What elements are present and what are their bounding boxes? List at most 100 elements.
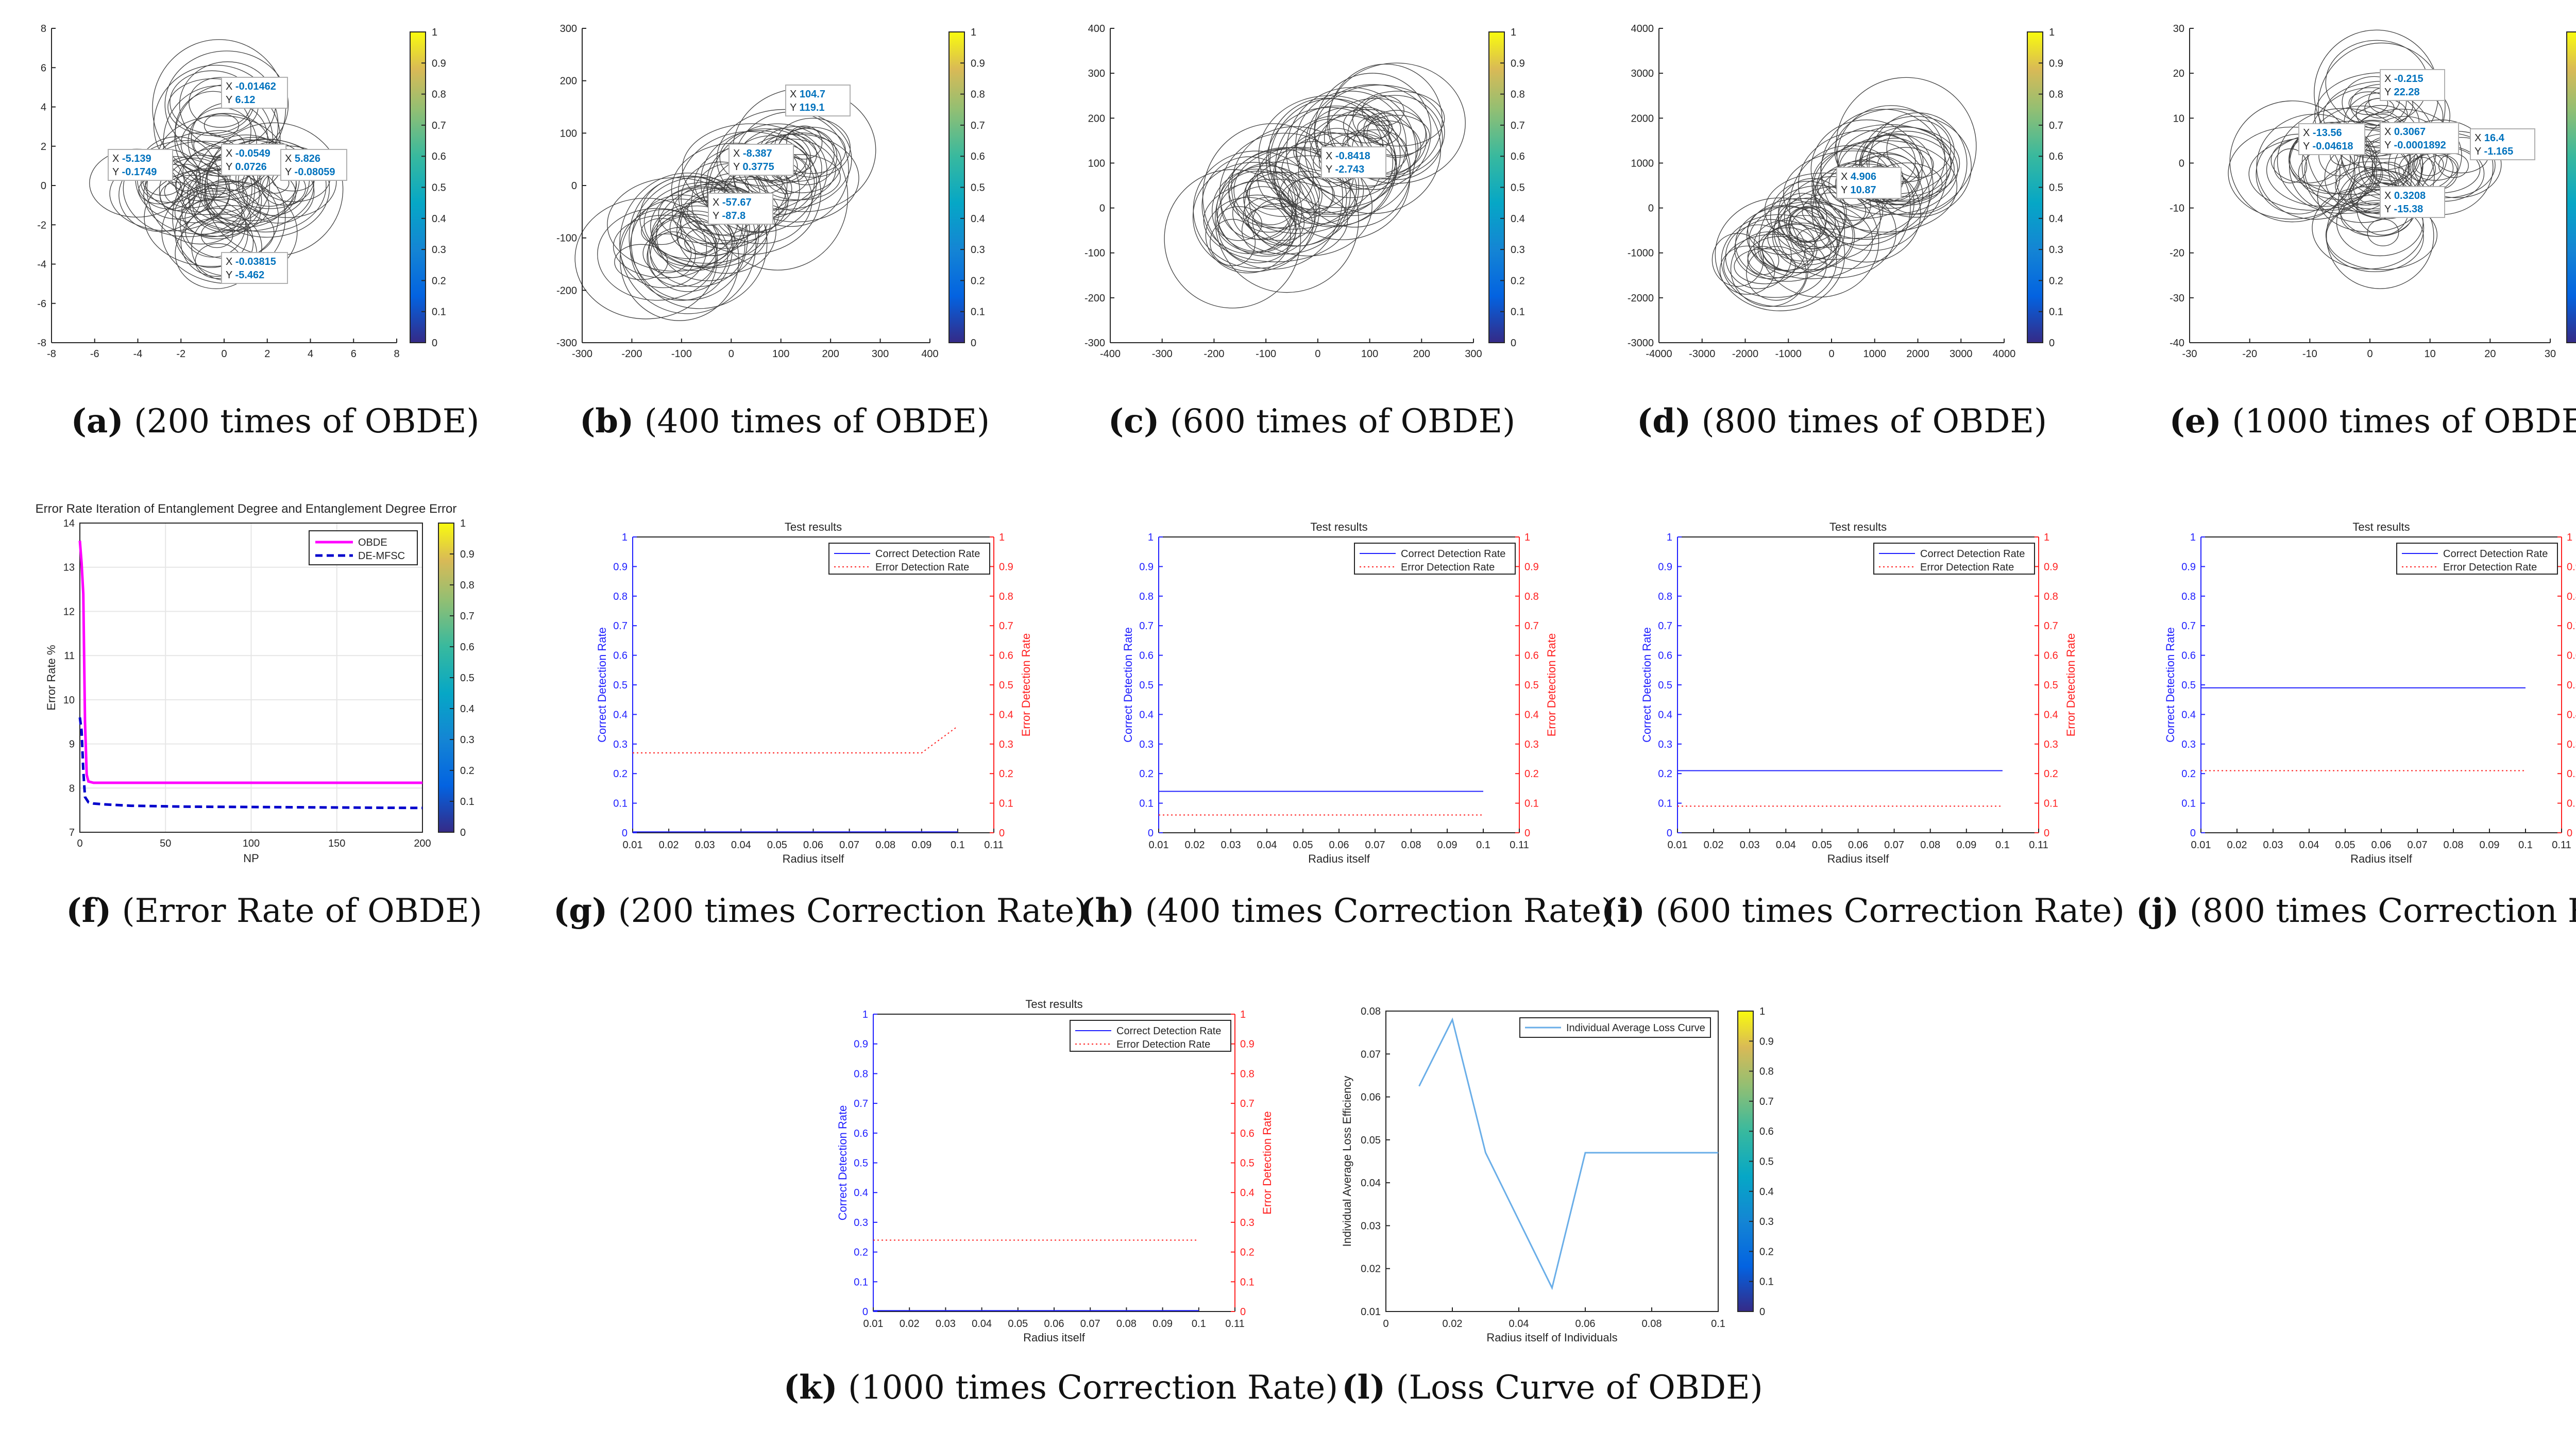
legend: Correct Detection Rate Error Detection Ra… <box>828 543 990 575</box>
x-tick-label: 0.07 <box>1884 839 1904 851</box>
x-tick-label: 0.08 <box>875 839 895 851</box>
y-tick-label: 4 <box>41 102 46 113</box>
x-tick-label: 0.04 <box>1776 839 1796 851</box>
trace-circle <box>1711 233 1764 287</box>
caption-letter: (f) <box>66 892 112 930</box>
right-y-tick-label: 0.7 <box>1524 620 1539 632</box>
colorbar-tick-label: 0.3 <box>460 734 474 746</box>
datatip-y-label: Y -0.1749 <box>112 166 157 178</box>
right-y-tick-label: 0.7 <box>999 620 1013 632</box>
trace-circle <box>1164 169 1301 309</box>
colorbar-tick-label: 0 <box>1511 338 1516 349</box>
caption-letter: (b) <box>579 402 634 441</box>
x-tick-label: 6 <box>351 348 357 360</box>
left-y-tick-label: 0.7 <box>1139 620 1154 632</box>
y-tick-label: 10 <box>2173 113 2184 124</box>
right-y-tick-label: 0.9 <box>1240 1039 1255 1050</box>
scatter-panel-a: -8 -6 -4 -2 0 2 4 6 8 -8 -6 -4 -2 0 2 4 6 8 <box>37 23 399 360</box>
trace-circle <box>1735 206 1838 282</box>
y-tick-label: 0.03 <box>1361 1220 1381 1232</box>
right-y-tick-label: 0.6 <box>1240 1128 1255 1139</box>
x-tick-label: 0.08 <box>1920 839 1940 851</box>
right-y-tick-label: 0.3 <box>1524 739 1539 750</box>
legend-entry: Error Detection Rate <box>875 562 969 573</box>
trace-circle <box>1361 95 1404 126</box>
colorbar: 0 0.1 0.2 0.3 0.4 0.5 0.6 0.7 0.8 0.9 1 <box>2027 27 2063 349</box>
right-y-tick-label: 0.8 <box>2567 591 2576 602</box>
right-y-tick-label: 0.3 <box>2044 739 2058 750</box>
y-tick-label: 300 <box>560 23 577 35</box>
trace-circle <box>1241 206 1296 255</box>
datatip-x-label: X -5.139 <box>112 153 151 164</box>
legend: Correct Detection Rate Error Detection Ra… <box>1873 543 2035 575</box>
left-y-tick-label: 0.9 <box>1658 561 1672 573</box>
trace-circle <box>2274 148 2308 183</box>
colorbar-tick-label: 0.8 <box>1511 89 1525 100</box>
trace-circle <box>716 109 852 210</box>
x-axis-label: Radius itself of Individuals <box>1486 1331 1617 1344</box>
right-y-tick-label: 1 <box>2567 532 2572 543</box>
trace-circle <box>1721 214 1837 307</box>
right-y-tick-label: 0 <box>1240 1306 1246 1318</box>
trace-circle <box>1719 245 1775 295</box>
x-tick-label: 100 <box>243 838 260 849</box>
right-y-tick-label: 0.1 <box>2567 798 2576 810</box>
y-tick-label: 2 <box>41 141 46 153</box>
x-tick-label: 8 <box>394 348 399 360</box>
colorbar: 0 0.1 0.2 0.3 0.4 0.5 0.6 0.7 0.8 0.9 1 <box>948 27 985 349</box>
left-y-tick-label: 0.8 <box>854 1068 868 1080</box>
legend: Correct Detection Rate Error Detection Ra… <box>1354 543 1516 575</box>
x-tick-label: 0.01 <box>623 839 643 851</box>
colorbar-tick-label: 0.7 <box>1511 120 1525 131</box>
x-tick-label: -100 <box>1256 348 1276 360</box>
trace-circle <box>2408 157 2436 182</box>
datatip-y-label: Y -87.8 <box>713 210 745 222</box>
x-tick-label: -6 <box>90 348 99 360</box>
trace-circle <box>184 197 251 240</box>
trace-circle <box>641 218 682 245</box>
caption-letter: (a) <box>71 402 124 441</box>
colorbar-tick-label: 0.9 <box>460 549 474 560</box>
datatip-x-label: X 0.3208 <box>2384 190 2426 201</box>
caption-text: (1000 times Correction Rate) <box>837 1369 1338 1407</box>
caption-letter: (k) <box>783 1368 838 1407</box>
x-tick-label: 300 <box>1465 348 1482 360</box>
trace-circle <box>1203 178 1348 262</box>
left-y-tick-label: 0.1 <box>613 798 628 810</box>
datatip: X -8.387 Y 0.3775 <box>728 144 794 176</box>
legend-entry: Error Detection Rate <box>1920 562 2014 573</box>
x-tick-label: 0.11 <box>1225 1318 1244 1330</box>
datatip-x-label: X 5.826 <box>285 153 320 164</box>
legend-box <box>309 530 418 565</box>
right-y-tick-label: 0.6 <box>2567 650 2576 662</box>
x-tick-label: 0.03 <box>1740 839 1760 851</box>
datatip: X -0.03815 Y -5.462 <box>221 252 288 284</box>
datatip-y-value: 10.87 <box>1851 184 1876 196</box>
colorbar-tick-label: 0.8 <box>460 580 474 591</box>
legend-entry: Error Detection Rate <box>1401 562 1495 573</box>
y-tick-label: 0.01 <box>1361 1306 1381 1318</box>
x-tick-label: 0.03 <box>2263 839 2283 851</box>
datatip-x-value: -0.8418 <box>1335 150 1370 162</box>
colorbar-tick-label: 0.1 <box>971 307 985 318</box>
x-tick-label: 0.06 <box>2371 839 2392 851</box>
datatip-y-value: -0.1749 <box>122 166 157 178</box>
trace-circle <box>1232 186 1293 240</box>
datatip: X 16.4 Y -1.165 <box>2470 128 2535 160</box>
colorbar-tick-label: 1 <box>460 518 466 529</box>
right-y-tick-label: 0.2 <box>1240 1247 1255 1258</box>
datatip-box <box>280 149 347 181</box>
trace-circle <box>2289 121 2410 195</box>
trace-circle <box>786 125 823 160</box>
plot-frame <box>1385 1011 1719 1312</box>
right-y-tick-label: 1 <box>1524 532 1530 543</box>
y-tick-label: 6 <box>41 62 46 74</box>
trace-circle <box>174 188 261 237</box>
right-y-tick-label: 0.1 <box>2044 798 2058 810</box>
figure-caption: (h) (400 times Correction Rate) <box>1079 892 1614 930</box>
right-y-tick-label: 0.8 <box>1524 591 1539 602</box>
left-y-tick-label: 0.3 <box>854 1217 868 1229</box>
trace-circle <box>1233 147 1364 234</box>
left-y-tick-label: 0 <box>2190 828 2196 839</box>
